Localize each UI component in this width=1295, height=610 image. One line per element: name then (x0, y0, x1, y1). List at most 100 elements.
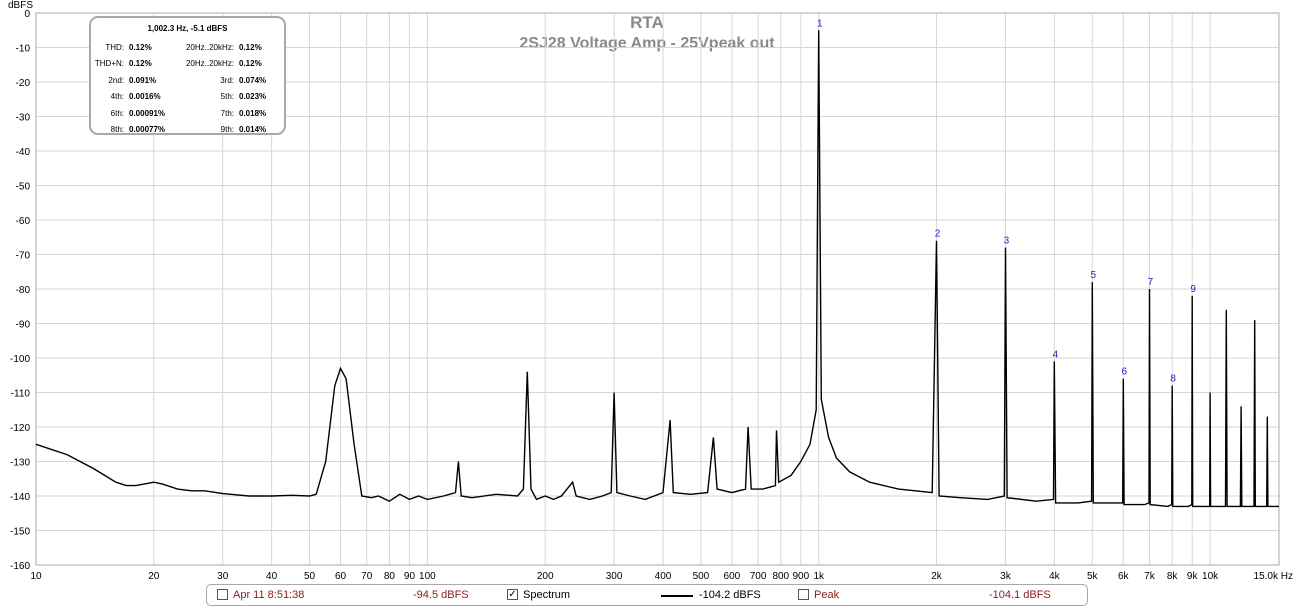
x-tick-label: 900 (792, 571, 809, 582)
x-tick-label: 5k (1087, 571, 1099, 582)
info-row: THD+N: 0.12% 20Hz..20kHz: 0.12% (91, 59, 284, 71)
info-label: 2nd: (108, 76, 124, 85)
info-row: THD: 0.12% 20Hz..20kHz: 0.12% (91, 43, 284, 55)
x-tick-label: 20 (148, 571, 160, 582)
harmonic-label: 7 (1148, 277, 1154, 288)
date-checkbox[interactable] (217, 589, 228, 600)
info-label: THD+N: (95, 59, 124, 68)
x-tick-label: 4k (1049, 571, 1061, 582)
info-value: 0.023% (239, 92, 266, 101)
x-tick-label: 3k (1000, 571, 1012, 582)
y-tick-labels: 0-10-20-30-40-50-60-70-80-90-100-110-120… (10, 9, 30, 572)
spectrum-value: -104.2 dBFS (699, 589, 761, 601)
x-tick-label: 90 (404, 571, 416, 582)
y-tick-label: -20 (16, 78, 31, 89)
x-tick-label: 7k (1144, 571, 1156, 582)
y-tick-label: 0 (24, 9, 30, 20)
x-tick-label: 100 (419, 571, 436, 582)
info-value: 0.12% (239, 59, 262, 68)
peak-label: Peak (814, 589, 839, 601)
x-tick-label: 1k (813, 571, 825, 582)
info-label: 9th: (221, 125, 234, 134)
info-value: 0.0016% (129, 92, 161, 101)
x-tick-label: 2k (931, 571, 943, 582)
peak-value: -104.1 dBFS (989, 589, 1051, 601)
info-label: 20Hz..20kHz: (186, 43, 234, 52)
info-value: 0.074% (239, 76, 266, 85)
date-label: Apr 11 8:51:38 (233, 589, 304, 601)
info-value: 0.00091% (129, 109, 165, 118)
info-label: 7th: (221, 109, 234, 118)
chart-title: RTA (630, 13, 664, 32)
y-tick-label: -160 (10, 561, 30, 572)
x-tick-label: 6k (1118, 571, 1130, 582)
x-tick-label: 40 (266, 571, 278, 582)
distortion-info-box[interactable]: 1,002.3 Hz, -5.1 dBFS THD: 0.12% 20Hz..20k… (89, 16, 286, 135)
x-tick-label: 60 (335, 571, 347, 582)
x-tick-label: 10 (30, 571, 42, 582)
info-value: 0.018% (239, 109, 266, 118)
x-tick-label: 500 (693, 571, 710, 582)
harmonic-label: 8 (1170, 374, 1176, 385)
harmonic-label: 4 (1053, 349, 1059, 360)
x-tick-label: 80 (384, 571, 396, 582)
info-label: 6th: (111, 109, 124, 118)
info-label: 4th: (111, 92, 124, 101)
date-value: -94.5 dBFS (413, 589, 469, 601)
harmonic-label: 9 (1190, 284, 1196, 295)
info-row: 6th: 0.00091% 7th: 0.018% (91, 109, 284, 121)
x-tick-labels: 1020304050607080901002003004005006007008… (30, 571, 1293, 582)
y-tick-label: -150 (10, 527, 30, 538)
x-tick-label: 200 (537, 571, 554, 582)
y-tick-label: -100 (10, 354, 30, 365)
info-value: 0.00077% (129, 125, 165, 134)
spectrum-checkbox[interactable]: ✓ (507, 589, 518, 600)
fundamental-readout: 1,002.3 Hz, -5.1 dBFS (91, 24, 284, 33)
info-value: 0.014% (239, 125, 266, 134)
peak-checkbox[interactable] (798, 589, 809, 600)
info-row: 4th: 0.0016% 5th: 0.023% (91, 92, 284, 104)
x-tick-label: 600 (724, 571, 741, 582)
y-tick-label: -50 (16, 182, 31, 193)
x-tick-label: 15.0k Hz (1254, 571, 1293, 582)
info-label: 20Hz..20kHz: (186, 59, 234, 68)
y-tick-label: -80 (16, 285, 31, 296)
spectrum-label: Spectrum (523, 589, 570, 601)
info-label: THD: (105, 43, 124, 52)
y-tick-label: -90 (16, 320, 31, 331)
x-tick-label: 700 (750, 571, 767, 582)
info-value: 0.12% (129, 43, 152, 52)
y-tick-label: -140 (10, 492, 30, 503)
info-value: 0.091% (129, 76, 156, 85)
info-label: 5th: (221, 92, 234, 101)
chart-subtitle: 2SJ28 Voltage Amp - 25Vpeak out (519, 35, 775, 52)
info-value: 0.12% (129, 59, 152, 68)
legend-bar: Apr 11 8:51:38 -94.5 dBFS ✓ Spectrum -10… (206, 584, 1088, 606)
harmonic-label: 6 (1121, 367, 1127, 378)
x-tick-label: 30 (217, 571, 229, 582)
x-tick-label: 400 (655, 571, 672, 582)
info-row: 8th: 0.00077% 9th: 0.014% (91, 125, 284, 137)
harmonic-label: 1 (817, 18, 823, 29)
y-tick-label: -10 (16, 44, 31, 55)
y-tick-label: -70 (16, 251, 31, 262)
info-row: 2nd: 0.091% 3rd: 0.074% (91, 76, 284, 88)
y-tick-label: -30 (16, 113, 31, 124)
y-tick-label: -120 (10, 423, 30, 434)
spectrum-line-swatch (661, 595, 693, 597)
x-tick-label: 800 (772, 571, 789, 582)
harmonic-label: 5 (1090, 270, 1096, 281)
x-tick-label: 10k (1202, 571, 1219, 582)
x-tick-label: 9k (1187, 571, 1199, 582)
y-tick-label: -60 (16, 216, 31, 227)
info-label: 3rd: (220, 76, 234, 85)
y-tick-label: -130 (10, 458, 30, 469)
x-tick-label: 300 (606, 571, 623, 582)
info-value: 0.12% (239, 43, 262, 52)
harmonic-label: 3 (1004, 236, 1010, 247)
harmonic-label: 2 (935, 229, 941, 240)
y-tick-label: -110 (11, 389, 31, 400)
x-tick-label: 8k (1167, 571, 1179, 582)
x-tick-label: 70 (361, 571, 373, 582)
info-label: 8th: (111, 125, 124, 134)
